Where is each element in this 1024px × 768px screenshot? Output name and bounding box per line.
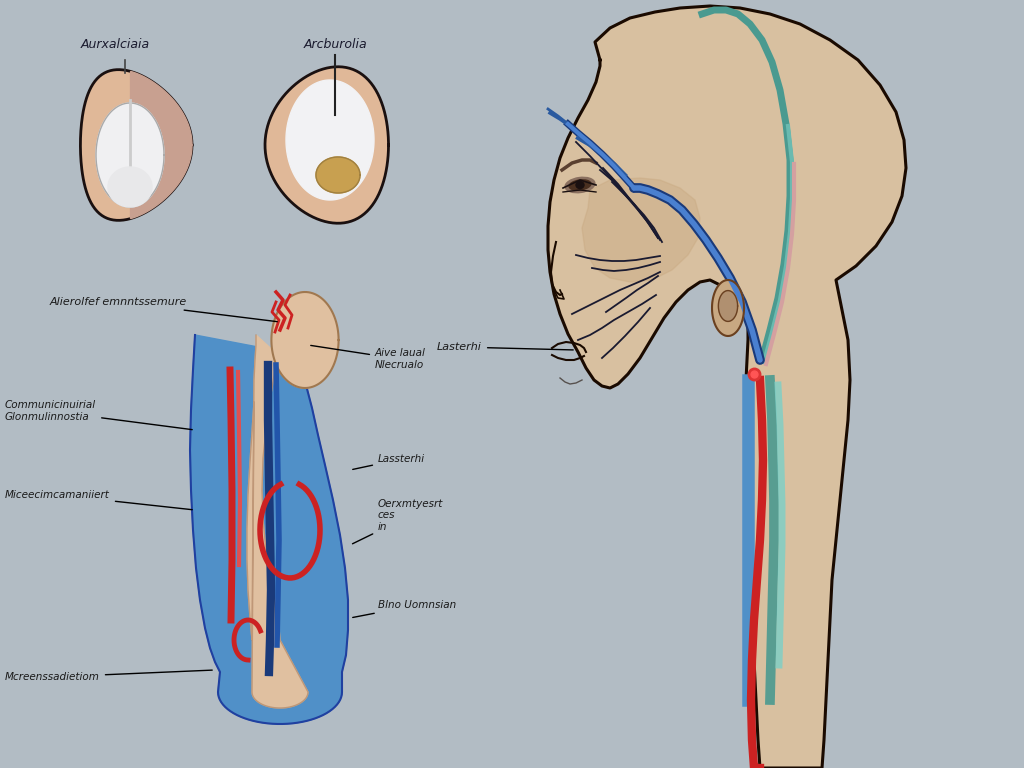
Text: Blno Uomnsian: Blno Uomnsian [352, 600, 457, 617]
Text: Miceecimcamaniiert: Miceecimcamaniiert [5, 490, 193, 510]
Text: Aive laual
Nlecrualo: Aive laual Nlecrualo [310, 346, 426, 370]
Polygon shape [316, 157, 360, 193]
Text: Lasterhi: Lasterhi [437, 342, 573, 352]
Polygon shape [96, 103, 164, 207]
Polygon shape [286, 80, 374, 200]
Polygon shape [582, 178, 700, 282]
Text: Oerxmtyesrt
ces
in: Oerxmtyesrt ces in [352, 498, 443, 544]
Text: Communicinuirial
Glonmulinnostia: Communicinuirial Glonmulinnostia [5, 400, 193, 429]
Ellipse shape [565, 177, 595, 193]
Polygon shape [190, 335, 348, 724]
Polygon shape [108, 167, 152, 207]
Text: Alierolfef emnntssemure: Alierolfef emnntssemure [50, 297, 278, 322]
Polygon shape [81, 70, 193, 220]
Polygon shape [719, 290, 737, 321]
Polygon shape [271, 292, 339, 388]
Text: Lassterhi: Lassterhi [352, 454, 425, 469]
Text: Mcreenssadietiom: Mcreenssadietiom [5, 670, 212, 682]
Text: Arcburolia: Arcburolia [303, 38, 367, 51]
Polygon shape [712, 280, 744, 336]
Polygon shape [130, 71, 193, 219]
Ellipse shape [569, 180, 591, 190]
Polygon shape [548, 6, 906, 768]
Polygon shape [265, 67, 388, 223]
Ellipse shape [575, 181, 584, 188]
Text: Aurxalciaia: Aurxalciaia [81, 38, 150, 51]
Polygon shape [247, 335, 308, 708]
